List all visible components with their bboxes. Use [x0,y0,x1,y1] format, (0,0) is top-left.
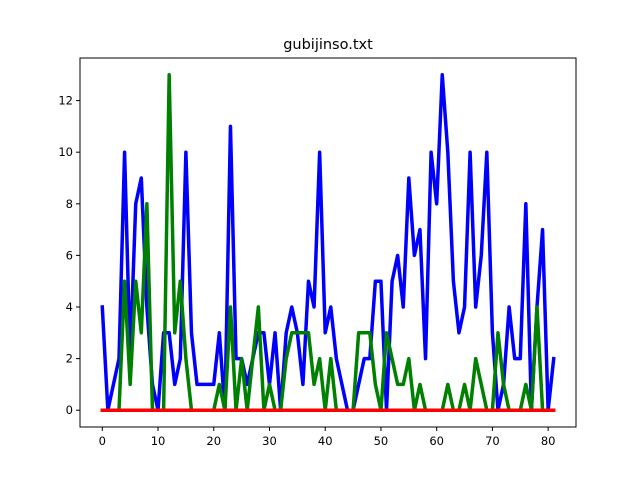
x-tick-label: 80 [541,434,556,448]
series-layer [100,73,556,412]
x-tick-label: 20 [206,434,221,448]
y-axis: 0 2 4 6 8 10 12 [58,94,80,417]
x-axis: 0 10 20 30 40 50 60 70 80 [99,427,556,448]
y-tick-label: 12 [58,94,73,108]
x-tick-label: 70 [485,434,500,448]
x-tick-label: 30 [262,434,277,448]
x-tick-label: 10 [151,434,166,448]
x-tick-label: 0 [99,434,106,448]
y-tick-label: 4 [66,300,73,314]
series-line-1 [100,73,556,412]
y-tick-label: 2 [66,352,73,366]
x-tick-label: 50 [374,434,389,448]
y-tick-label: 10 [58,145,73,159]
y-tick-label: 6 [66,248,73,262]
x-tick-label: 60 [429,434,444,448]
chart-title: gubijinso.txt [283,37,373,53]
y-tick-label: 8 [66,197,73,211]
series-line-2 [100,73,556,412]
y-tick-label: 0 [66,403,73,417]
x-tick-label: 40 [318,434,333,448]
plot-frame [79,57,577,428]
